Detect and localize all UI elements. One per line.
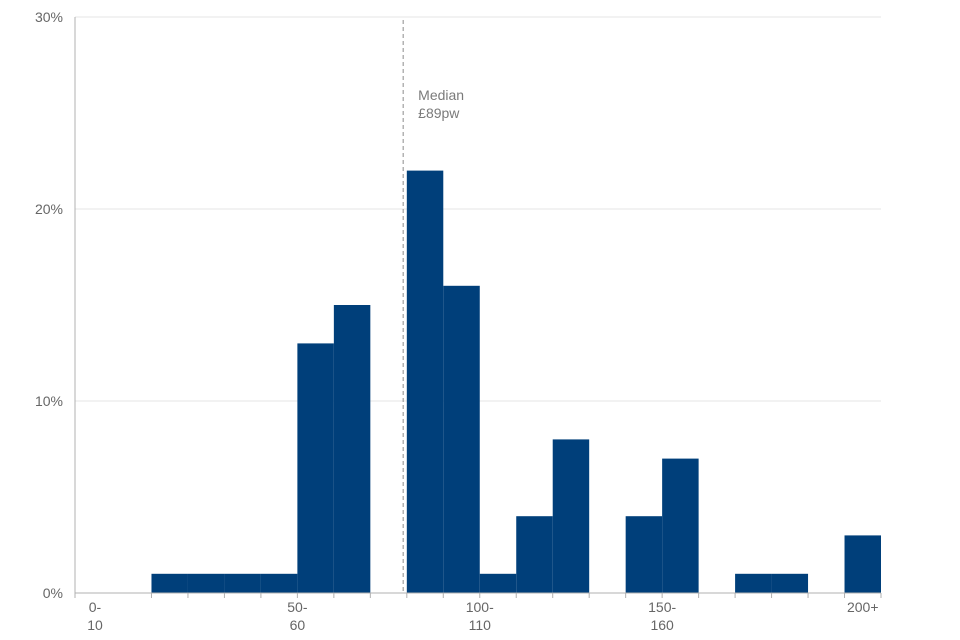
x-tick-label-0-line2: 10 [87, 617, 103, 633]
bar-150-160 [662, 458, 699, 593]
bar-20-30 [187, 573, 225, 593]
bar-180-190 [771, 573, 809, 593]
x-tick-label-5-line2: 60 [290, 617, 306, 633]
bar-60-70 [333, 305, 371, 593]
bar-140-150 [625, 516, 663, 593]
x-tick-label-10-line1: 100- [466, 599, 494, 615]
bar-120-130 [552, 439, 590, 593]
bar-100-110 [479, 573, 517, 593]
bar-200+ [844, 535, 881, 593]
bars [151, 170, 881, 593]
axes [74, 17, 882, 598]
bar-110-120 [516, 516, 553, 593]
bar-80-90 [406, 170, 444, 593]
median-marker: Median £89pw [402, 20, 464, 593]
median-value-label: £89pw [418, 105, 460, 121]
bar-30-40 [224, 573, 261, 593]
y-tick-label-20: 20% [35, 201, 63, 217]
y-tick-label-10: 10% [35, 393, 63, 409]
tick-labels: 0% 10% 20% 30% 0- 10 50- 60 100- 110 150- 160 200+ [35, 9, 879, 633]
x-tick-label-15-line1: 150- [648, 599, 676, 615]
bar-40-50 [260, 573, 298, 593]
bar-50-60 [297, 343, 334, 593]
median-label: Median [418, 87, 464, 103]
bar-170-180 [735, 573, 772, 593]
x-tick-label-15-line2: 160 [650, 617, 674, 633]
x-tick-label-0-line1: 0- [89, 599, 102, 615]
y-tick-label-30: 30% [35, 9, 63, 25]
x-tick-label-20-line1: 200+ [847, 599, 879, 615]
x-tick-label-5-line1: 50- [287, 599, 308, 615]
x-tick-label-10-line2: 110 [469, 617, 492, 633]
bar-10-20 [151, 573, 188, 593]
y-tick-label-0: 0% [43, 585, 63, 601]
bar-90-100 [443, 285, 480, 593]
